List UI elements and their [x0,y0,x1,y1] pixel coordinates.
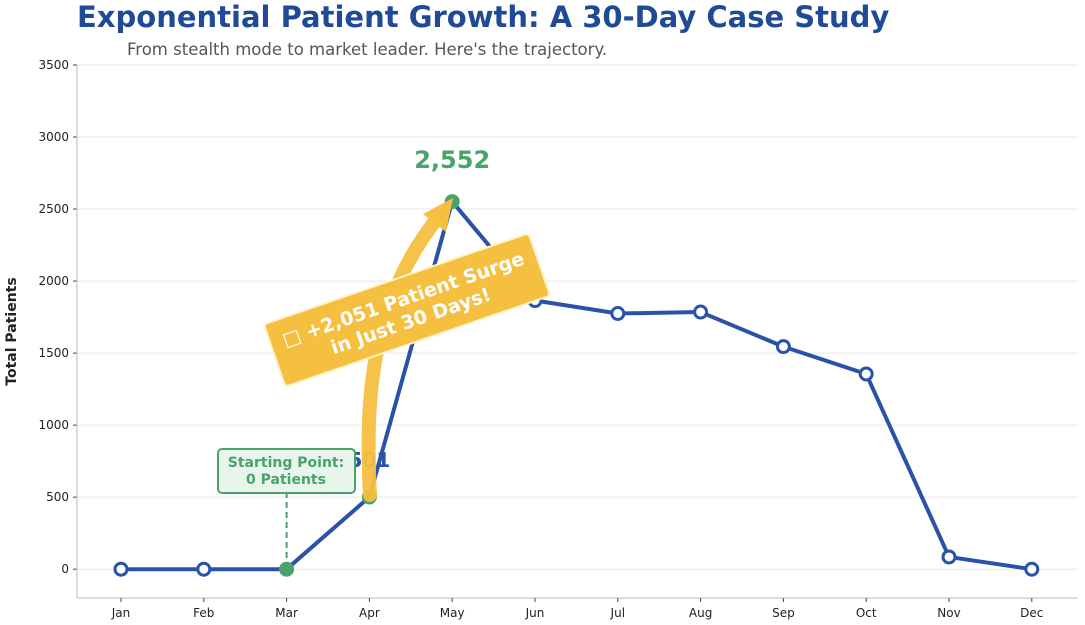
data-point [196,561,212,577]
y-tick-label: 2000 [38,274,69,288]
x-tick-label: Mar [275,606,298,620]
x-tick-label: Jun [525,606,545,620]
start-annotation-line1: Starting Point: [228,455,344,471]
y-tick-label: 2500 [38,202,69,216]
data-point [858,366,874,382]
data-point [113,561,129,577]
x-tick-label: Jan [111,606,131,620]
data-point [775,339,791,355]
y-tick-label: 0 [61,562,69,576]
data-point-highlight [279,561,295,577]
data-point [1024,561,1040,577]
data-point [941,549,957,565]
surge-annotation-box [263,233,551,387]
y-tick-label: 500 [46,490,69,504]
x-tick-label: Aug [689,606,712,620]
data-point [693,304,709,320]
data-point [610,305,626,321]
x-tick-label: May [440,606,465,620]
surge-arrow-head [423,198,453,232]
peak-value-label: 2,552 [414,146,490,174]
x-tick-label: Jul [610,606,625,620]
x-tick-label: Dec [1020,606,1043,620]
chart-title: Exponential Patient Growth: A 30-Day Cas… [77,0,890,34]
y-tick-label: 1000 [38,418,69,432]
x-tick-label: Feb [193,606,214,620]
y-tick-label: 3000 [38,130,69,144]
start-annotation-box [217,448,356,494]
x-tick-label: Nov [937,606,960,620]
x-tick-label: Apr [359,606,380,620]
start-annotation-line2: 0 Patients [246,472,326,488]
x-tick-label: Sep [772,606,795,620]
chart-subtitle: From stealth mode to market leader. Here… [127,40,608,59]
x-tick-label: Oct [856,606,877,620]
series-line [121,199,1033,572]
y-tick-label: 1500 [38,346,69,360]
y-axis-label: Total Patients [4,277,20,385]
y-tick-label: 3500 [38,58,69,72]
